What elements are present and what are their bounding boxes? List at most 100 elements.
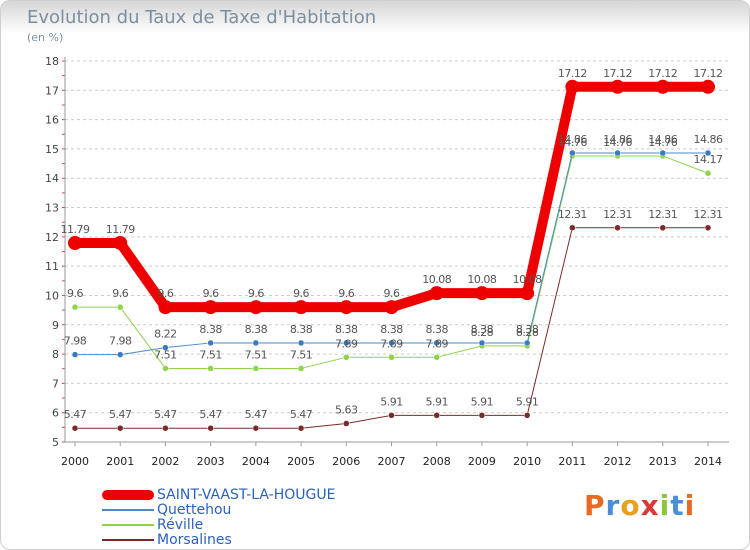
data-label: 9.6 <box>248 287 264 300</box>
data-label: 5.47 <box>64 408 87 421</box>
x-tick-label: 2005 <box>287 455 315 468</box>
data-point <box>704 169 712 177</box>
data-point <box>343 354 350 361</box>
data-label: 7.89 <box>335 337 358 350</box>
data-label: 14.76 <box>603 136 632 149</box>
data-label: 10.08 <box>513 273 542 286</box>
data-label: 7.89 <box>425 337 448 350</box>
data-label: 7.89 <box>380 337 403 350</box>
data-label: 8.38 <box>516 323 539 336</box>
data-label: 7.51 <box>199 348 222 361</box>
data-label: 14.17 <box>694 153 723 166</box>
data-label: 14.86 <box>694 133 723 146</box>
data-label: 9.6 <box>293 287 309 300</box>
data-label: 14.76 <box>558 136 587 149</box>
data-point <box>162 424 169 432</box>
proxiti-logo: Proxiti <box>584 489 695 522</box>
x-tick-label: 2013 <box>649 455 677 468</box>
legend-swatch <box>102 539 154 541</box>
legend-label: SAINT-VAAST-LA-HOUGUE <box>157 487 336 503</box>
data-label: 5.47 <box>199 408 222 421</box>
y-tick-label: 12 <box>45 231 59 244</box>
data-label: 17.12 <box>603 67 632 80</box>
data-point <box>207 339 214 347</box>
y-tick-label: 8 <box>52 348 59 361</box>
data-point <box>704 224 712 232</box>
logo-letter: i <box>684 489 696 522</box>
legend-item: Morsalines <box>102 532 232 548</box>
data-label: 5.91 <box>471 395 494 408</box>
data-point <box>523 412 531 419</box>
data-label: 10.08 <box>422 273 451 286</box>
data-point <box>659 149 667 157</box>
x-tick-label: 2008 <box>423 455 451 468</box>
data-point <box>113 236 128 251</box>
data-label: 8.28 <box>516 326 539 339</box>
plot-area <box>65 57 729 442</box>
data-label: 8.38 <box>335 323 358 336</box>
data-point <box>429 286 444 301</box>
x-tick-label: 2006 <box>332 455 360 468</box>
data-point <box>655 79 670 94</box>
data-point <box>116 303 124 311</box>
logo-letter: x <box>640 489 660 522</box>
x-tick-label: 2009 <box>468 455 496 468</box>
data-point <box>523 339 531 347</box>
data-point <box>478 412 486 419</box>
data-point <box>297 365 305 372</box>
data-point <box>474 286 489 301</box>
unit-label: (en %) <box>27 31 64 44</box>
y-tick-label: 10 <box>45 289 59 302</box>
y-tick-label: 18 <box>45 55 59 68</box>
data-point <box>433 412 440 419</box>
data-label: 9.6 <box>384 287 400 300</box>
logo-letter: t <box>670 489 685 522</box>
y-tick-label: 9 <box>52 319 59 332</box>
data-label: 14.86 <box>558 133 587 146</box>
data-point <box>704 149 712 157</box>
data-label: 17.12 <box>648 67 677 80</box>
data-label: 17.12 <box>694 67 723 80</box>
data-label: 5.47 <box>290 408 313 421</box>
data-point <box>701 79 715 94</box>
data-point <box>158 300 173 315</box>
y-tick-label: 13 <box>45 202 59 215</box>
x-tick-label: 2001 <box>106 455 134 468</box>
data-point <box>248 300 263 315</box>
data-point <box>207 424 214 432</box>
data-point <box>565 79 580 94</box>
data-label: 5.91 <box>516 395 539 408</box>
y-tick-label: 15 <box>45 143 59 156</box>
logo-letter: r <box>605 489 621 522</box>
data-point <box>614 224 621 232</box>
data-point <box>207 365 214 372</box>
data-point <box>520 286 535 301</box>
x-tick-label: 2011 <box>558 455 586 468</box>
legend-label: Morsalines <box>157 532 232 548</box>
legend-label: Réville <box>157 517 204 533</box>
logo-letter: o <box>620 489 641 522</box>
data-point <box>433 354 440 361</box>
data-label: 9.6 <box>67 287 83 300</box>
data-point <box>388 412 395 419</box>
data-label: 9.6 <box>112 287 128 300</box>
data-label: 9.6 <box>157 287 173 300</box>
x-tick-label: 2014 <box>694 455 722 468</box>
x-tick-label: 2012 <box>604 455 632 468</box>
data-label: 8.38 <box>380 323 403 336</box>
data-label: 14.86 <box>648 133 677 146</box>
data-point <box>71 303 79 311</box>
legend-label: Quettehou <box>157 502 232 518</box>
legend-swatch <box>102 509 154 511</box>
data-point <box>339 300 354 315</box>
data-point <box>71 424 79 432</box>
legend-item: Réville <box>102 517 203 533</box>
data-point <box>162 365 169 372</box>
data-label: 5.47 <box>245 408 268 421</box>
x-tick-label: 2007 <box>378 455 406 468</box>
data-point <box>478 339 486 347</box>
x-tick-label: 2002 <box>151 455 179 468</box>
legend-swatch <box>102 490 154 500</box>
